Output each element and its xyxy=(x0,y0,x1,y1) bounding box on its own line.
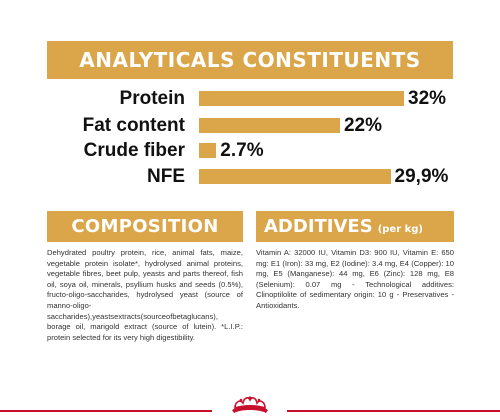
value-bar xyxy=(199,169,391,184)
value-bar xyxy=(199,143,217,158)
analytics-title: ANALYTICALS CONSTITUENTS xyxy=(79,48,421,72)
composition-title: COMPOSITION xyxy=(71,216,219,237)
composition-text: Dehydrated poultry protein, rice, animal… xyxy=(47,248,243,342)
additives-banner: ADDITIVES (per kg) xyxy=(256,211,454,242)
analytics-row-protein: Protein 32% xyxy=(0,87,500,111)
row-value: 2.7% xyxy=(220,140,264,161)
value-bar xyxy=(199,118,340,133)
footer-divider-left xyxy=(0,410,212,412)
analytics-banner: ANALYTICALS CONSTITUENTS xyxy=(47,41,453,79)
analytics-row-fat-content: Fat content 22% xyxy=(0,114,500,138)
analytics-row-nfe: NFE 29,9% xyxy=(0,165,500,189)
footer-divider-right xyxy=(287,410,500,412)
row-label: Fat content xyxy=(82,115,185,136)
analytics-row-crude-fiber: Crude fiber 2.7% xyxy=(0,139,500,163)
row-label: NFE xyxy=(147,166,185,187)
royal-canin-crown-icon xyxy=(232,396,268,413)
value-bar xyxy=(199,91,404,106)
composition-banner: COMPOSITION xyxy=(47,211,243,242)
additives-subtitle: (per kg) xyxy=(377,224,423,235)
row-value: 29,9% xyxy=(394,166,449,187)
additives-text: Vitamin A: 32000 IU, Vitamin D3: 900 IU,… xyxy=(256,248,454,310)
row-label: Protein xyxy=(119,88,185,109)
row-value: 32% xyxy=(408,88,447,109)
additives-title: ADDITIVES xyxy=(264,216,373,237)
row-value: 22% xyxy=(343,115,382,136)
row-label: Crude fiber xyxy=(83,140,185,161)
